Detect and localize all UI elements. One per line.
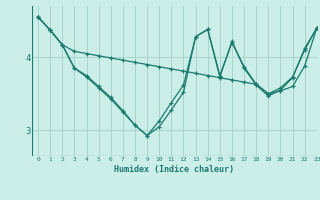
X-axis label: Humidex (Indice chaleur): Humidex (Indice chaleur)	[115, 165, 234, 174]
